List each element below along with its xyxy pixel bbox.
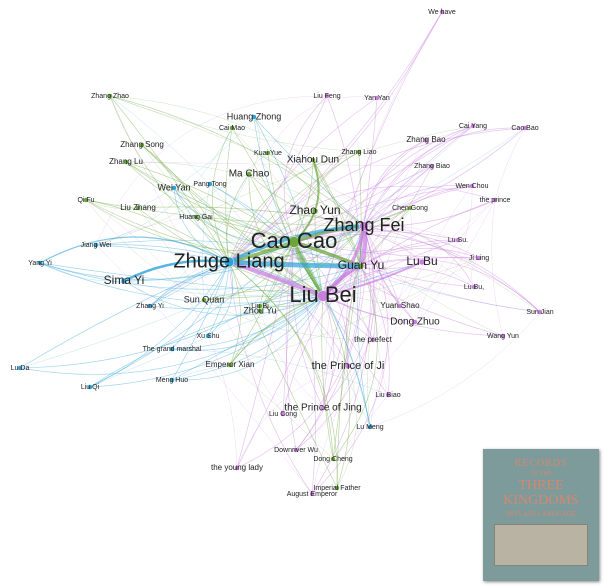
node-label: Zhang Lu	[109, 157, 143, 166]
node-label: Yuan Shao	[380, 301, 420, 310]
node-label: the young lady	[211, 463, 263, 472]
node-label: Sun Quan	[184, 294, 225, 304]
node-label: Xu Shu	[197, 333, 220, 340]
node-label: Dong Cheng	[313, 456, 352, 463]
page: We have Zhang Zhao Liu Feng Yan Yan Huang Zh…	[0, 0, 608, 587]
node-label: Wen Chou	[456, 183, 489, 190]
node-label: Cao Cao	[251, 228, 338, 253]
node-label: Ji Ling	[469, 255, 489, 262]
edge	[96, 96, 327, 245]
nodes: We have Zhang Zhao Liu Feng Yan Yan Huang Zh…	[11, 9, 554, 498]
edge	[492, 200, 503, 336]
node-label: the prefect	[354, 335, 393, 344]
node-label: Zhang Song	[120, 140, 164, 149]
node-label: Emperor Xian	[206, 360, 255, 369]
edge	[337, 366, 357, 488]
edge	[323, 296, 388, 395]
node-label: Zhuge Liang	[173, 250, 284, 272]
node-label: Zhou Yu	[243, 305, 276, 315]
node-label: Guan Yu	[338, 258, 385, 272]
node-label: Sun Jian	[526, 309, 553, 316]
node-label: Wang Yun	[487, 333, 519, 340]
node-label: Zhang Biao	[414, 163, 450, 170]
node-label: Cao Bao	[511, 125, 538, 132]
node-label: Lu Su.	[448, 237, 468, 244]
node-label: The grand marshal	[143, 346, 202, 353]
node-label: Downriver Wu	[274, 447, 318, 454]
node-label: Zhang Yi	[136, 303, 164, 310]
node-label: Wei Yan	[157, 182, 190, 192]
node-label: Cai Yang	[459, 123, 487, 130]
edge	[322, 296, 333, 459]
node-label: Liu Feng	[313, 93, 340, 100]
edge	[268, 97, 377, 153]
node-label: Ma Chao	[229, 169, 270, 180]
node-label: Pang Tong	[193, 181, 226, 188]
book-title: KINGDOMS	[483, 494, 599, 508]
node-label: We have	[428, 9, 456, 16]
book-title: OF THE	[483, 471, 599, 477]
node-label: Zhang Liao	[341, 149, 376, 156]
node-label: Qi Fu	[77, 197, 94, 204]
node-label: Liu Bei	[289, 282, 356, 307]
node-label: Huang Gai	[179, 214, 213, 221]
edge	[312, 200, 495, 494]
node-label: Chen Gong	[392, 205, 428, 212]
node-label: Meng Huo	[156, 377, 188, 384]
node-label: Cai Mao	[219, 125, 245, 132]
edge	[361, 266, 389, 395]
book-cover: RECORDS OF THE THREE KINGDOMS IN PLAIN L…	[483, 449, 599, 581]
edge	[495, 128, 525, 200]
node-label: Yang Yi	[28, 260, 52, 267]
node-label: August Emperor	[287, 491, 338, 498]
node-label: the Prince of Ji	[312, 360, 385, 372]
book-title: THREE	[483, 479, 599, 493]
edge	[202, 184, 210, 300]
node-label: Huang Zhong	[227, 111, 282, 121]
node-label: Dong Zhuo	[390, 317, 440, 328]
node-label: Liu Biao	[375, 392, 400, 399]
node-label: Jiang Wei	[81, 242, 112, 249]
edge	[370, 312, 540, 427]
node-label: Lu Bu	[406, 254, 437, 268]
node-label: Lu Bu,	[464, 284, 484, 291]
node-label: Liu Qi	[81, 384, 100, 391]
node-label: the prince	[480, 197, 511, 204]
book-subtitle: IN PLAIN LANGUAGE	[483, 511, 599, 518]
node-label: Lu Meng	[356, 424, 383, 431]
node-label: Sima Yi	[104, 273, 145, 287]
node-label: Lu Da	[11, 365, 30, 372]
node-label: Zhang Bao	[406, 135, 446, 144]
book-title: RECORDS	[483, 459, 599, 469]
node-label: Liu Zhang	[120, 203, 156, 212]
node-label: Liu Cong	[269, 411, 297, 418]
book-illustration	[494, 524, 588, 566]
node-label: Yan Yan	[364, 95, 390, 102]
node-label: Xiahou Dun	[287, 155, 339, 166]
node-label: Kuai Yue	[254, 150, 282, 157]
node-label: Zhang Zhao	[91, 93, 129, 100]
